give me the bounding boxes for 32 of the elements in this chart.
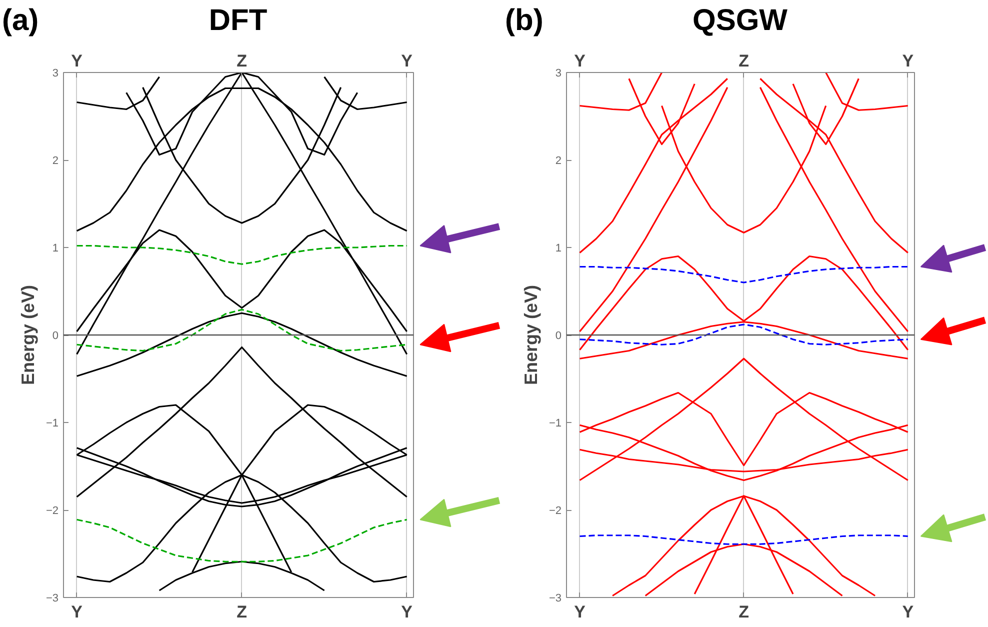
y-tick-label: 0 <box>555 330 562 342</box>
y-tick-label: 3 <box>555 68 562 80</box>
category-label: Y <box>902 602 914 622</box>
y-tick-label: 0 <box>52 330 59 342</box>
category-label: Y <box>401 602 413 622</box>
x-tick-label: Z <box>738 52 750 70</box>
x-tick-label: Y <box>902 52 914 70</box>
y-tick-label: 2 <box>52 155 59 167</box>
y-tick-label: 2 <box>555 155 562 167</box>
y-axis-title: Energy (eV) <box>18 284 38 386</box>
y-tick-label: 1 <box>52 242 59 254</box>
y-tick-label: −2 <box>46 505 59 517</box>
x-tick-label: Y <box>574 52 586 70</box>
x-tick-label: Z <box>236 52 248 70</box>
x-tick-label: Y <box>71 52 84 70</box>
y-tick-label: 3 <box>52 68 59 80</box>
y-tick-label: −2 <box>548 505 562 517</box>
category-label: Z <box>738 602 750 622</box>
x-tick-label: Y <box>401 52 414 70</box>
y-axis-title: Energy (eV) <box>520 284 541 386</box>
y-tick-label: 1 <box>555 242 562 254</box>
chart-title: DFT <box>208 3 268 39</box>
y-tick-label: −3 <box>548 592 562 604</box>
category-label: Y <box>71 602 82 622</box>
text: (b) <box>505 3 544 39</box>
category-label: Y <box>574 602 586 622</box>
category-label: Z <box>236 602 248 622</box>
text: (a) <box>2 3 39 39</box>
chart-title: QSGW <box>692 3 788 39</box>
y-tick-label: −3 <box>46 592 59 604</box>
y-tick-label: −1 <box>46 418 59 430</box>
y-tick-label: −1 <box>548 418 562 430</box>
